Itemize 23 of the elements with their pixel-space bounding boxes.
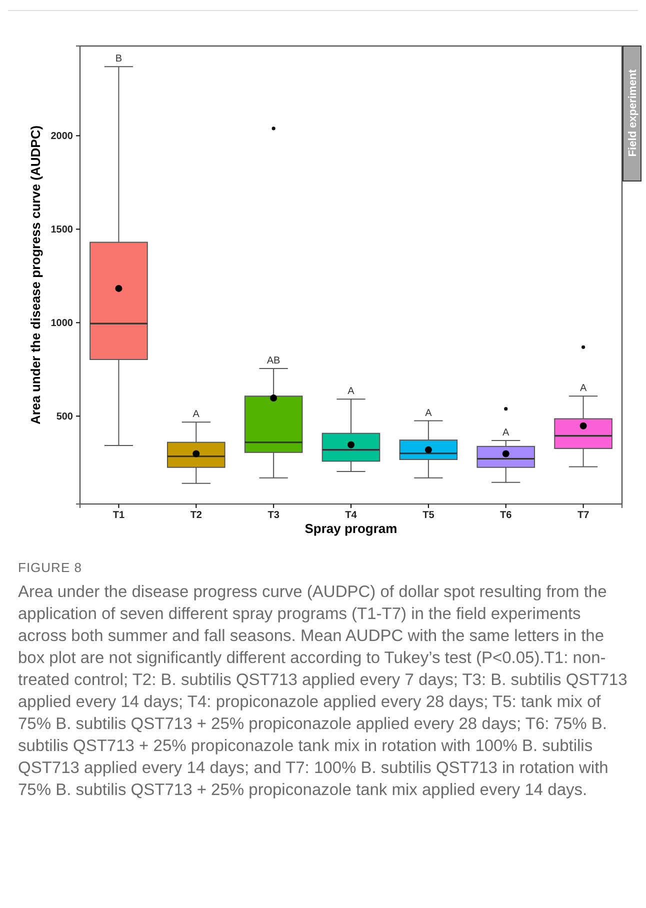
annotation: A [425, 408, 432, 419]
caption: FIGURE 8 [18, 560, 83, 575]
x-tick-label: T4 [345, 510, 358, 522]
text: Field experiment [627, 68, 639, 157]
annotation: B [115, 54, 122, 65]
annotation: A [502, 427, 510, 438]
annotation: A [348, 386, 355, 398]
x-tick-label: T6 [500, 510, 512, 522]
x-tick-label: T1 [112, 510, 125, 522]
x-axis-title: Spray program [304, 521, 398, 536]
annotation: AB [266, 355, 281, 366]
x-tick-label: T5 [422, 510, 435, 522]
y-axis-title: Area under the disease progress curve (AUDPC) [28, 125, 43, 425]
text: Area under the disease progress curve (AUDPC) of dollar spot resulting from the application of seven different spray programs (T1-T7) in the field experiments across both summer and fall seasons. Mean AUDPC with the same letters in the box plot are not significantly different according to Tukey’s test (P<0.05).T1: non-treated control; T2: B. subtilis QST713 applied every 7 days; T3: B. subtilis QST713 applied every 14 days; T4: propiconazole applied every 28 days; T5: tank mix of 75% B. subtilis QST713 + 25% propiconazole applied every 28 days; T6: 75% B. subtilis QST713 + 25% propiconazole tank mix in rotation with 100% B. subtilis QST713 applied every 14 days; and T7: 100% B. subtilis QST713 in rotation with 75% B. subtilis QST713 + 25% propiconazole tank mix applied every 14 days. [18, 583, 628, 799]
annotation: A [580, 383, 587, 394]
annotation: A [192, 409, 200, 420]
y-tick-label: 500 [56, 411, 74, 422]
y-tick-label: 1500 [50, 224, 74, 236]
y-tick-label: 1000 [50, 318, 74, 329]
y-tick-label: 2000 [50, 130, 74, 142]
x-tick-label: T7 [577, 510, 590, 522]
x-tick-label: T3 [268, 510, 280, 522]
x-tick-label: T2 [190, 510, 202, 522]
